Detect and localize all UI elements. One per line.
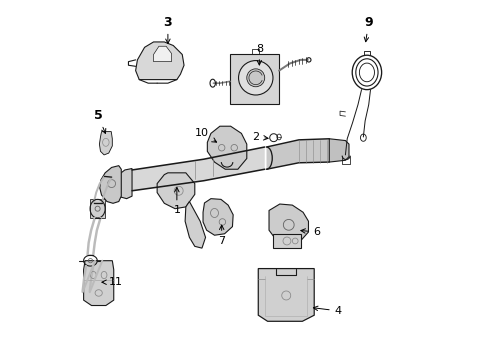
Polygon shape xyxy=(132,147,265,191)
Polygon shape xyxy=(136,42,184,80)
Text: 3: 3 xyxy=(164,16,172,44)
Text: 9: 9 xyxy=(364,16,373,42)
Polygon shape xyxy=(230,54,279,104)
Text: 11: 11 xyxy=(102,277,123,287)
Polygon shape xyxy=(90,199,105,218)
Text: 8: 8 xyxy=(256,44,263,65)
Circle shape xyxy=(239,60,273,95)
Polygon shape xyxy=(153,46,172,62)
Polygon shape xyxy=(258,269,314,321)
Polygon shape xyxy=(269,204,309,244)
Polygon shape xyxy=(113,168,132,199)
Text: 6: 6 xyxy=(301,227,320,237)
Polygon shape xyxy=(185,202,205,248)
Text: 10: 10 xyxy=(195,129,217,142)
Polygon shape xyxy=(99,132,112,155)
Polygon shape xyxy=(84,261,114,306)
Text: 5: 5 xyxy=(94,109,106,134)
Circle shape xyxy=(247,69,265,87)
Text: 2: 2 xyxy=(252,132,268,142)
Polygon shape xyxy=(329,139,349,162)
Polygon shape xyxy=(267,139,329,169)
Polygon shape xyxy=(157,173,195,209)
Polygon shape xyxy=(207,126,247,169)
Polygon shape xyxy=(272,234,301,248)
Text: 7: 7 xyxy=(218,225,225,246)
Polygon shape xyxy=(100,166,122,203)
Polygon shape xyxy=(203,199,233,235)
Text: 1: 1 xyxy=(173,188,180,216)
Text: 4: 4 xyxy=(314,306,342,316)
